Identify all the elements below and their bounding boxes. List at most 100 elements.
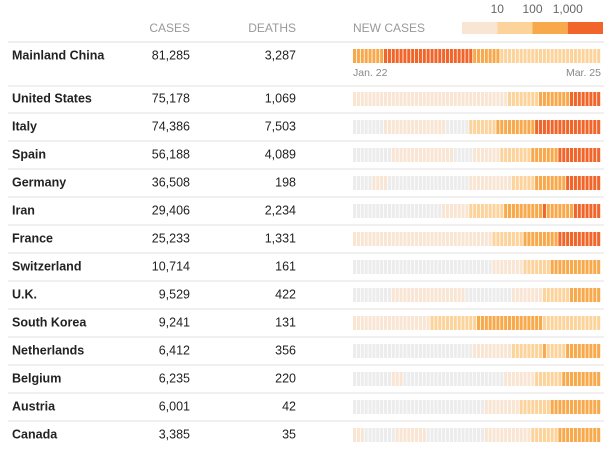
day-cell (519, 288, 523, 302)
day-cell (399, 49, 403, 63)
day-cell (558, 176, 562, 190)
day-cell (542, 148, 546, 162)
day-cell (473, 176, 477, 190)
day-cell (434, 428, 438, 442)
day-cell (372, 400, 376, 414)
day-cell (415, 372, 419, 386)
day-cell (519, 49, 523, 63)
legend-swatch (497, 22, 533, 34)
day-cell (399, 260, 403, 274)
day-cell (488, 288, 492, 302)
day-cell (415, 344, 419, 358)
day-cell (597, 288, 601, 302)
day-cell (542, 288, 546, 302)
day-cell (519, 400, 523, 414)
day-cell (554, 344, 558, 358)
day-cell (535, 288, 539, 302)
day-cell (442, 288, 446, 302)
day-cell (515, 428, 519, 442)
day-cell (496, 344, 500, 358)
day-cell (418, 232, 422, 246)
day-cell (387, 428, 391, 442)
day-cell (577, 232, 581, 246)
day-cell (457, 148, 461, 162)
day-cell (508, 316, 512, 330)
day-cell (368, 232, 372, 246)
day-cell (438, 344, 442, 358)
day-cell (480, 120, 484, 134)
day-cell (407, 49, 411, 63)
day-cell (535, 232, 539, 246)
country-name: U.K. (12, 287, 37, 301)
day-cell (384, 428, 388, 442)
day-cell (399, 288, 403, 302)
day-cell (531, 49, 535, 63)
day-cell (391, 400, 395, 414)
day-cell (418, 260, 422, 274)
day-cell (418, 120, 422, 134)
day-cell (496, 204, 500, 218)
day-cell (539, 176, 543, 190)
day-cell (384, 92, 388, 106)
day-cell (399, 232, 403, 246)
day-cell (469, 344, 473, 358)
day-cell (387, 344, 391, 358)
day-cell (546, 120, 550, 134)
day-cell (566, 176, 570, 190)
day-cell (508, 176, 512, 190)
day-cell (554, 148, 558, 162)
day-cell (589, 316, 593, 330)
country-name: Canada (12, 427, 58, 441)
day-cell (577, 344, 581, 358)
day-cell (593, 232, 597, 246)
day-cell (449, 344, 453, 358)
day-cell (364, 204, 368, 218)
day-cell (573, 120, 577, 134)
day-cell (418, 400, 422, 414)
day-cell (422, 92, 426, 106)
day-cell (372, 428, 376, 442)
day-cell (554, 120, 558, 134)
day-cell (535, 400, 539, 414)
day-cell (356, 148, 360, 162)
day-cell (442, 372, 446, 386)
day-cell (442, 120, 446, 134)
day-cell (550, 344, 554, 358)
day-cell (573, 49, 577, 63)
day-cell (531, 288, 535, 302)
day-cell (395, 120, 399, 134)
day-cell (477, 288, 481, 302)
day-cell (535, 316, 539, 330)
cases-value: 25,233 (152, 231, 190, 245)
day-cell (511, 316, 515, 330)
day-cell (527, 288, 531, 302)
day-cell (442, 232, 446, 246)
day-cell (380, 204, 384, 218)
day-cell (442, 148, 446, 162)
day-cell (407, 288, 411, 302)
day-cell (368, 372, 372, 386)
day-cell (395, 204, 399, 218)
day-cell (353, 232, 357, 246)
day-cell (407, 232, 411, 246)
day-cell (391, 148, 395, 162)
day-cell (353, 288, 357, 302)
day-cell (353, 49, 357, 63)
day-cell (364, 344, 368, 358)
day-cell (597, 400, 601, 414)
deaths-value: 161 (275, 259, 296, 273)
day-cell (535, 49, 539, 63)
day-cell (511, 176, 515, 190)
day-cell (461, 400, 465, 414)
country-name: United States (12, 91, 92, 105)
day-cell (500, 316, 504, 330)
day-cell (566, 92, 570, 106)
day-cell (426, 428, 430, 442)
day-cell (477, 428, 481, 442)
day-cell (515, 400, 519, 414)
day-cell (585, 428, 589, 442)
day-cell (539, 120, 543, 134)
day-cell (380, 49, 384, 63)
day-cell (380, 316, 384, 330)
day-cell (449, 49, 453, 63)
